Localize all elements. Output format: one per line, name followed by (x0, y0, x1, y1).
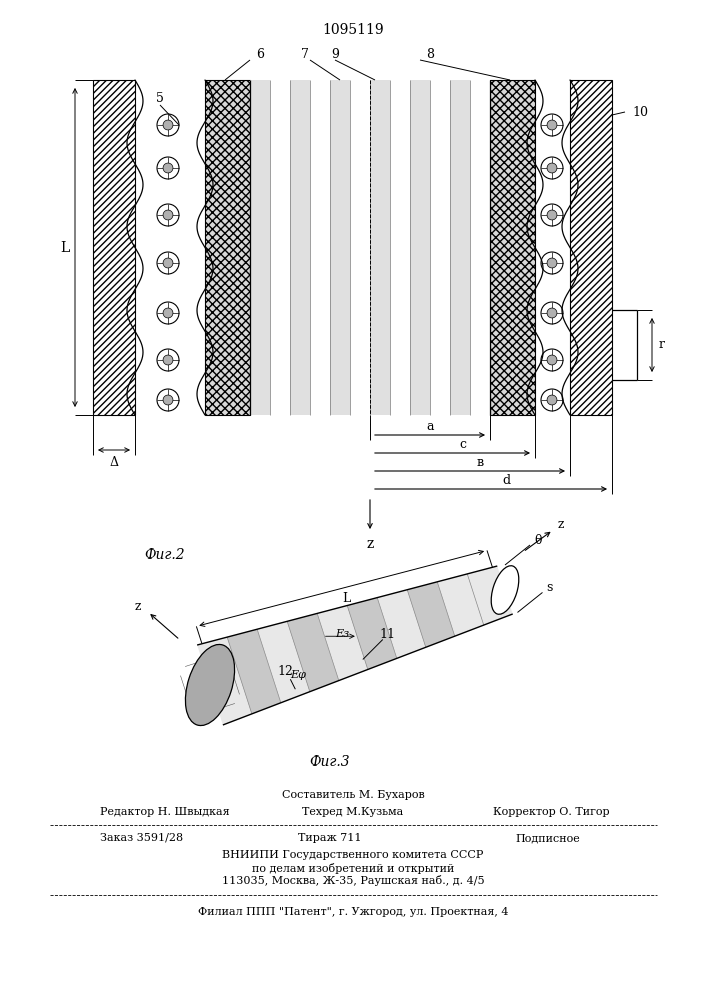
Text: Eφ: Eφ (291, 670, 306, 680)
Bar (310, 80, 330, 415)
Text: ВНИИПИ Государственного комитета СССР: ВНИИПИ Государственного комитета СССР (222, 850, 484, 860)
Text: Корректор О. Тигор: Корректор О. Тигор (493, 807, 610, 817)
Bar (390, 80, 410, 415)
Bar (350, 80, 370, 415)
Polygon shape (227, 629, 281, 714)
Text: 8: 8 (426, 48, 434, 62)
Bar (450, 80, 470, 415)
Bar (370, 80, 390, 415)
Text: a: a (426, 420, 434, 434)
Ellipse shape (185, 644, 235, 726)
Text: c: c (459, 438, 466, 452)
Bar (410, 80, 430, 415)
Text: L: L (343, 592, 351, 605)
Circle shape (547, 355, 557, 365)
Circle shape (163, 395, 173, 405)
Text: 113035, Москва, Ж-35, Раушская наб., д. 4/5: 113035, Москва, Ж-35, Раушская наб., д. … (222, 876, 484, 886)
Bar (93, 80, 135, 415)
Circle shape (163, 308, 173, 318)
Text: Филиал ППП "Патент", г. Ужгород, ул. Проектная, 4: Филиал ППП "Патент", г. Ужгород, ул. Про… (198, 907, 508, 917)
Text: Заказ 3591/28: Заказ 3591/28 (100, 833, 183, 843)
Text: 6: 6 (256, 48, 264, 62)
Text: 1095119: 1095119 (322, 23, 384, 37)
Text: 5: 5 (156, 92, 164, 104)
Text: L: L (60, 240, 69, 254)
Text: в: в (477, 456, 484, 470)
Bar (570, 80, 612, 415)
Polygon shape (437, 574, 484, 636)
Text: 10: 10 (632, 105, 648, 118)
Circle shape (547, 308, 557, 318)
Polygon shape (287, 613, 339, 692)
Circle shape (547, 258, 557, 268)
Circle shape (547, 120, 557, 130)
Polygon shape (378, 590, 426, 658)
Text: z: z (558, 518, 564, 532)
Text: z: z (135, 600, 141, 613)
Text: Составитель М. Бухаров: Составитель М. Бухаров (281, 790, 424, 800)
Text: по делам изобретений и открытий: по делам изобретений и открытий (252, 862, 454, 874)
Text: Фиг.3: Фиг.3 (310, 755, 350, 769)
Bar (250, 80, 270, 415)
Circle shape (163, 120, 173, 130)
Text: 9: 9 (331, 48, 339, 62)
Text: 11: 11 (380, 628, 396, 641)
Polygon shape (257, 621, 310, 703)
Circle shape (547, 163, 557, 173)
Text: Δ: Δ (110, 456, 119, 468)
Text: θ: θ (534, 534, 542, 546)
Circle shape (547, 395, 557, 405)
Polygon shape (347, 598, 397, 669)
Circle shape (163, 258, 173, 268)
Bar (470, 80, 490, 415)
Bar (270, 80, 290, 415)
Text: Техред М.Кузьма: Техред М.Кузьма (303, 807, 404, 817)
Bar (205, 80, 250, 415)
Text: z: z (366, 537, 373, 551)
Circle shape (163, 355, 173, 365)
Circle shape (163, 210, 173, 220)
Circle shape (547, 210, 557, 220)
Text: 7: 7 (301, 48, 309, 62)
Bar (490, 80, 535, 415)
Circle shape (163, 163, 173, 173)
Bar (290, 80, 310, 415)
Polygon shape (197, 566, 513, 725)
Polygon shape (317, 606, 368, 681)
Text: Подписное: Подписное (515, 833, 580, 843)
Text: Eз: Eз (336, 629, 350, 639)
Bar (250, 80, 490, 415)
Text: r: r (659, 338, 665, 352)
Text: Фиг.2: Фиг.2 (145, 548, 185, 562)
Text: Тираж 711: Тираж 711 (298, 833, 362, 843)
Text: 12: 12 (277, 665, 293, 678)
Text: Редактор Н. Швыдкая: Редактор Н. Швыдкая (100, 807, 230, 817)
Polygon shape (407, 582, 455, 647)
Bar (330, 80, 350, 415)
Text: d: d (502, 475, 510, 488)
Ellipse shape (491, 566, 519, 614)
Text: s: s (547, 581, 553, 594)
Bar (430, 80, 450, 415)
